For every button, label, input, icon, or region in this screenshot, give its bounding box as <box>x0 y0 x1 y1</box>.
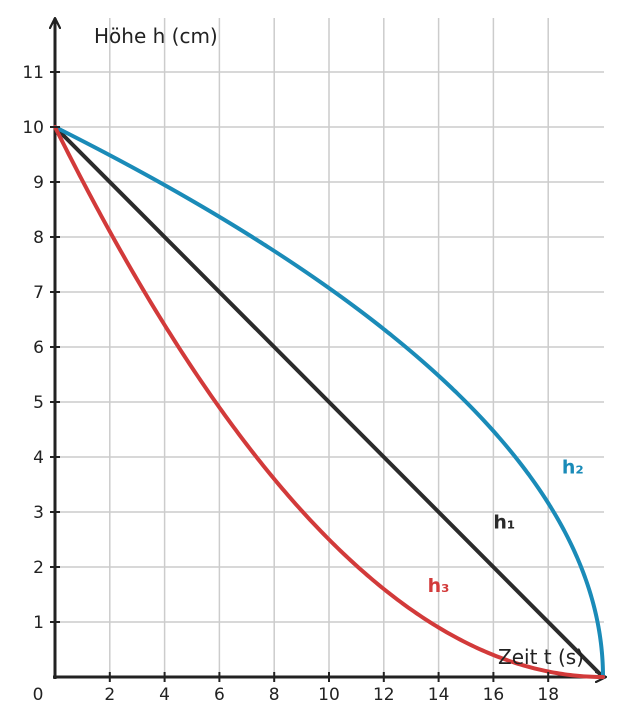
x-tick-label: 12 <box>373 685 395 705</box>
series-line-h1 <box>53 125 605 679</box>
y-tick-label: 3 <box>33 503 44 523</box>
y-tick-label: 10 <box>22 118 44 138</box>
y-tick-label: 1 <box>33 613 44 633</box>
series-label-h3: h₃ <box>428 575 450 597</box>
x-tick-label: 16 <box>483 685 505 705</box>
y-tick-label: 9 <box>33 173 44 193</box>
series-line-h2 <box>53 125 605 679</box>
x-tick-label: 4 <box>159 685 170 705</box>
series-label-h2: h₂ <box>562 457 584 479</box>
series-labels: h₁ h₂ h₃ <box>428 457 584 597</box>
y-tick-label: 6 <box>33 338 44 358</box>
x-tick-label: 2 <box>104 685 115 705</box>
x-tick-label: 18 <box>537 685 559 705</box>
series-layer <box>53 125 605 679</box>
x-axis-title: Zeit t (s) <box>498 645 584 669</box>
series-line-h3 <box>53 125 605 679</box>
y-tick-label: 8 <box>33 228 44 248</box>
y-tick-label: 4 <box>33 448 44 468</box>
x-tick-label: 10 <box>318 685 340 705</box>
y-axis-title: Höhe h (cm) <box>94 24 218 48</box>
y-tick-label: 5 <box>33 393 44 413</box>
origin-label: 0 <box>33 685 44 705</box>
y-tick-label: 7 <box>33 283 44 303</box>
series-label-h1: h₁ <box>493 512 515 534</box>
x-tick-label: 8 <box>269 685 280 705</box>
y-tick-label: 11 <box>22 63 44 83</box>
x-tick-label: 14 <box>428 685 450 705</box>
y-tick-label: 2 <box>33 558 44 578</box>
grid <box>55 18 604 677</box>
x-tick-label: 6 <box>214 685 225 705</box>
